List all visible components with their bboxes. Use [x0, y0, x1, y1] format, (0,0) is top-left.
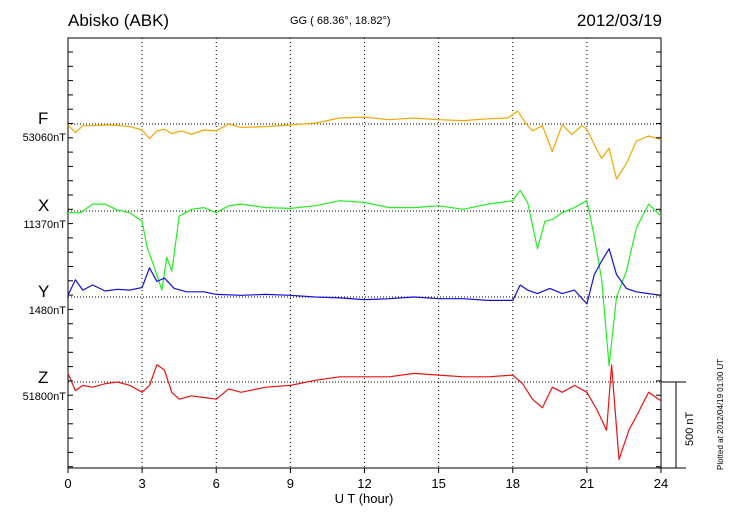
- station-title: Abisko (ABK): [68, 11, 170, 30]
- x-tick-label-6: 6: [213, 476, 220, 491]
- series-label-y: Y: [38, 282, 50, 301]
- plotted-timestamp: Plotted at 2012/04/19 01:00 UT: [716, 358, 725, 470]
- x-tick-label-12: 12: [357, 476, 371, 491]
- series-line-f: [67, 110, 662, 180]
- x-tick-label-3: 3: [139, 476, 146, 491]
- x-tick-label-15: 15: [431, 476, 445, 491]
- x-axis-title: U T (hour): [335, 491, 394, 506]
- series-baseline-y: 1480nT: [28, 305, 66, 317]
- scale-bar-label: 500 nT: [684, 411, 696, 446]
- series-baseline-x: 11370nT: [23, 219, 66, 231]
- x-tick-label-24: 24: [654, 476, 668, 491]
- time-grid: [141, 38, 588, 468]
- series-label-z: Z: [38, 368, 49, 387]
- plot-date: 2012/03/19: [576, 11, 662, 30]
- series-baseline-z: 51800nT: [22, 391, 66, 403]
- series-label-x: X: [38, 196, 50, 215]
- series-line-y: [67, 248, 662, 305]
- x-tick-label-18: 18: [506, 476, 520, 491]
- series-lines: [67, 110, 662, 460]
- series-line-x: [68, 189, 662, 367]
- x-tick-label-21: 21: [580, 476, 594, 491]
- series-baseline-f: 53060nT: [22, 132, 66, 144]
- series-label-f: F: [38, 109, 49, 128]
- x-tick-label-9: 9: [287, 476, 294, 491]
- series-line-z: [67, 364, 662, 460]
- scale-bar: [661, 381, 686, 469]
- x-axis-ticks: 0 3 6 9 12 15 18 21 24: [64, 51, 668, 491]
- geographic-coordinates: GG ( 68.36°, 18.82°): [290, 15, 391, 27]
- x-tick-label-0: 0: [64, 476, 71, 491]
